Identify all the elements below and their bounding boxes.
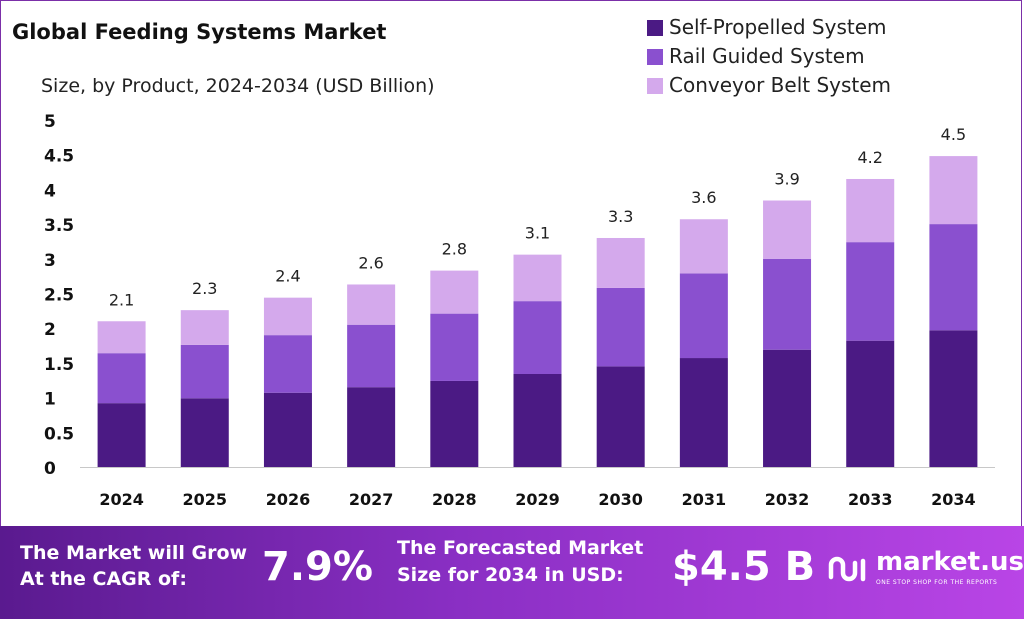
bar-segment — [347, 387, 396, 467]
bar-segment — [430, 313, 479, 381]
y-tick-label: 2 — [44, 320, 56, 340]
bar-segment — [97, 353, 146, 404]
x-tick-label: 2028 — [432, 490, 477, 509]
x-tick-label: 2031 — [682, 490, 727, 509]
bar-segment — [263, 392, 312, 467]
y-tick-label: 0 — [44, 459, 56, 479]
x-tick-label: 2024 — [99, 490, 144, 509]
legend-label: Self-Propelled System — [669, 15, 887, 39]
y-tick-label: 4.5 — [44, 147, 74, 167]
y-tick-label: 1.5 — [44, 355, 74, 375]
bar-total-label: 3.9 — [774, 170, 799, 189]
y-tick-label: 0.5 — [44, 424, 74, 444]
forecast-value: $4.5 B — [672, 544, 816, 590]
bar-segment — [846, 242, 895, 341]
forecast-label-line2: Size for 2034 in USD: — [397, 564, 624, 586]
bar-total-label: 3.1 — [525, 224, 550, 243]
bar-segment — [347, 284, 396, 325]
x-tick-label: 2032 — [765, 490, 810, 509]
bar-segment — [263, 297, 312, 336]
legend-item-self-propelled: Self-Propelled System — [647, 14, 947, 42]
bar-segment — [763, 200, 812, 259]
bar-total-label: 2.3 — [192, 279, 217, 298]
bar-segment — [596, 237, 645, 288]
bar-segment — [679, 219, 728, 274]
cagr-value: 7.9% — [262, 544, 373, 590]
market-us-logo-icon — [828, 556, 866, 582]
stacked-bar-chart: 0 0.5 1 1.5 2 2.5 3 3.5 4 4.5 5 2.1 2024 2.3 2025 2.4 20… — [44, 112, 995, 509]
x-tick-label: 2025 — [183, 490, 228, 509]
x-tick-label: 2026 — [266, 490, 311, 509]
bar-total-label: 2.6 — [358, 253, 383, 272]
bar-segment — [180, 310, 229, 345]
cagr-label-line2: At the CAGR of: — [20, 568, 187, 590]
bar-segment — [929, 224, 978, 331]
bar-total-label: 3.6 — [691, 188, 716, 207]
x-tick-label: 2034 — [931, 490, 976, 509]
y-tick-label: 2.5 — [44, 286, 74, 306]
legend-label: Rail Guided System — [669, 44, 865, 68]
bar-total-label: 3.3 — [608, 207, 633, 226]
summary-banner: The Market will Grow At the CAGR of: 7.9… — [0, 526, 1024, 619]
legend-label: Conveyor Belt System — [669, 73, 892, 97]
bar-segment — [929, 330, 978, 467]
y-tick-label: 3.5 — [44, 216, 74, 236]
y-tick-label: 4 — [44, 181, 56, 201]
bar-segment — [97, 403, 146, 467]
bar-segment — [513, 374, 562, 467]
forecast-label-line1: The Forecasted Market — [397, 537, 644, 559]
bar-segment — [180, 344, 229, 399]
bar-segment — [596, 366, 645, 467]
bar-segment — [180, 398, 229, 467]
bar-segment — [347, 324, 396, 388]
bar-segment — [679, 273, 728, 359]
bar-segment — [929, 156, 978, 225]
chart-title: Global Feeding Systems Market — [12, 20, 387, 44]
bar-segment — [846, 178, 895, 243]
chart-subtitle: Size, by Product, 2024-2034 (USD Billion… — [41, 75, 435, 97]
legend-swatch — [647, 78, 663, 94]
bar-segment — [430, 270, 479, 314]
y-tick-label: 5 — [44, 112, 56, 132]
bar-total-label: 4.2 — [858, 148, 883, 167]
market-us-logo: market.us ONE STOP SHOP FOR THE REPORTS — [828, 547, 1024, 595]
x-tick-label: 2029 — [515, 490, 560, 509]
bar-total-label: 2.1 — [109, 290, 134, 309]
legend-item-rail-guided: Rail Guided System — [647, 43, 947, 71]
logo-tagline: ONE STOP SHOP FOR THE REPORTS — [876, 579, 998, 586]
bar-segment — [763, 349, 812, 467]
legend-swatch — [647, 49, 663, 65]
bar-total-label: 4.5 — [941, 125, 966, 144]
bar-segment — [97, 321, 146, 354]
bar-segment — [513, 254, 562, 302]
bar-total-label: 2.4 — [275, 267, 300, 286]
bar-segment — [430, 380, 479, 467]
bar-segment — [513, 301, 562, 375]
bar-segment — [263, 335, 312, 393]
legend-item-conveyor-belt: Conveyor Belt System — [647, 72, 947, 100]
bar-segment — [846, 340, 895, 467]
logo-wordmark: market.us — [876, 547, 1024, 577]
x-tick-label: 2027 — [349, 490, 394, 509]
bar-segment — [679, 358, 728, 467]
x-tick-label: 2033 — [848, 490, 893, 509]
bar-segment — [596, 287, 645, 367]
cagr-label-line1: The Market will Grow — [20, 542, 248, 564]
y-tick-label: 3 — [44, 251, 56, 271]
x-tick-label: 2030 — [598, 490, 643, 509]
legend-swatch — [647, 20, 663, 36]
bar-total-label: 2.8 — [442, 240, 467, 259]
bar-segment — [763, 258, 812, 350]
y-tick-label: 1 — [44, 390, 56, 410]
